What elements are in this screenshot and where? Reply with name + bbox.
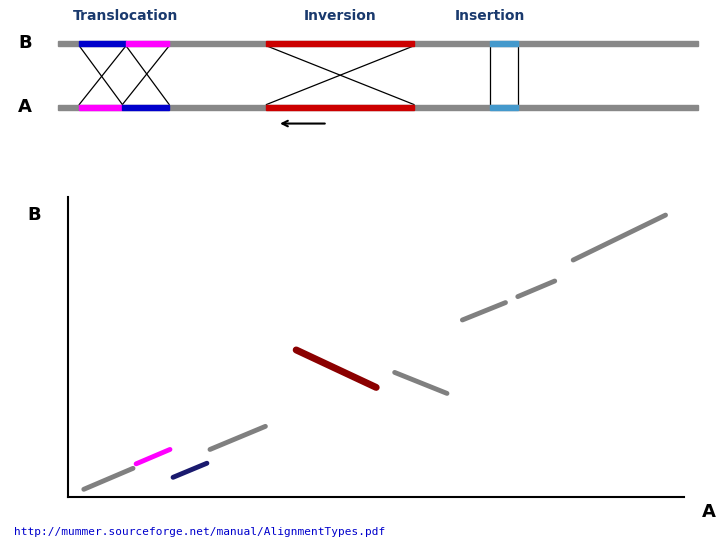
Text: B: B	[28, 206, 41, 224]
Bar	[122, 105, 169, 110]
Bar	[79, 105, 122, 110]
Text: Insertion: Insertion	[454, 9, 525, 23]
Bar	[490, 105, 518, 110]
Text: B: B	[19, 34, 32, 52]
Text: Inversion: Inversion	[303, 9, 377, 23]
Text: A: A	[702, 503, 716, 521]
Text: Translocation: Translocation	[73, 9, 179, 23]
Bar	[126, 40, 169, 46]
Bar	[266, 40, 414, 46]
Text: http://mummer.sourceforge.net/manual/AlignmentTypes.pdf: http://mummer.sourceforge.net/manual/Ali…	[14, 527, 386, 537]
Text: A: A	[18, 98, 32, 116]
Bar	[58, 105, 698, 110]
Bar	[266, 105, 414, 110]
Bar	[490, 40, 518, 46]
Bar	[58, 40, 698, 46]
Bar	[79, 40, 126, 46]
